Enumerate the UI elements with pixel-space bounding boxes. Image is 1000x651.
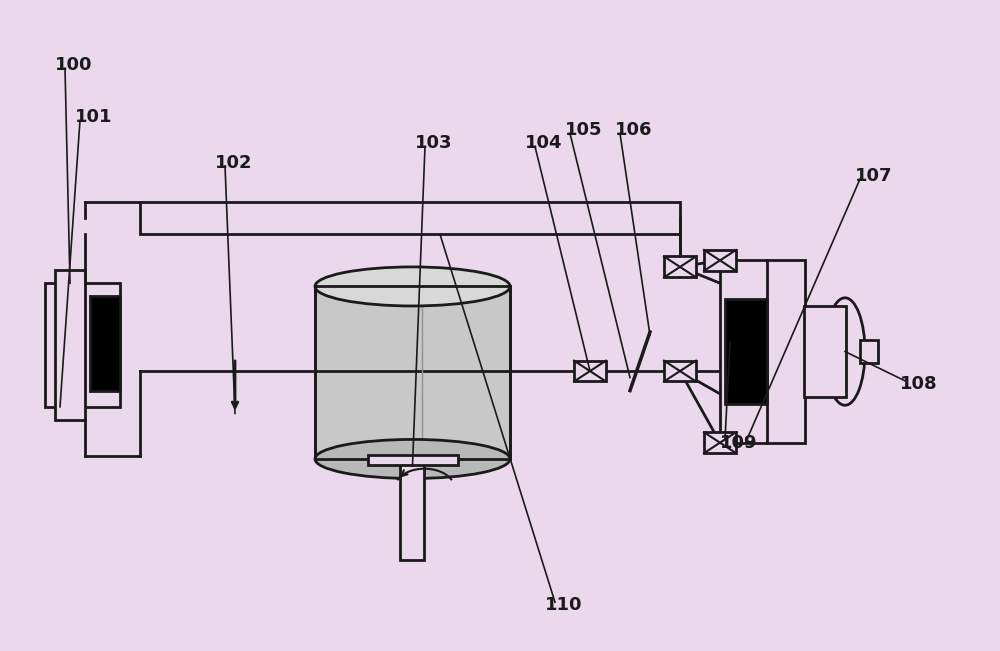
Bar: [860, 340, 878, 363]
Bar: [704, 432, 736, 453]
Bar: [804, 306, 846, 397]
Text: 102: 102: [215, 154, 252, 172]
Text: 100: 100: [55, 56, 92, 74]
Bar: [90, 296, 120, 391]
Bar: [725, 299, 767, 404]
Bar: [664, 361, 696, 381]
Bar: [368, 455, 458, 465]
Text: 106: 106: [615, 121, 652, 139]
Text: 101: 101: [75, 108, 112, 126]
Text: 107: 107: [855, 167, 893, 185]
Ellipse shape: [315, 267, 510, 306]
Bar: [315, 286, 510, 459]
Bar: [664, 256, 696, 277]
Text: 108: 108: [900, 375, 938, 393]
Bar: [704, 250, 736, 271]
Ellipse shape: [825, 298, 865, 405]
Bar: [720, 260, 805, 443]
Bar: [45, 283, 120, 407]
Bar: [574, 361, 606, 381]
Text: 104: 104: [525, 134, 562, 152]
Bar: [400, 459, 424, 560]
Text: 110: 110: [545, 596, 582, 615]
Bar: [315, 286, 510, 459]
Text: 109: 109: [720, 434, 758, 452]
Bar: [55, 270, 85, 420]
Text: 105: 105: [565, 121, 602, 139]
Text: 103: 103: [415, 134, 452, 152]
Bar: [140, 202, 680, 234]
Ellipse shape: [315, 439, 510, 478]
